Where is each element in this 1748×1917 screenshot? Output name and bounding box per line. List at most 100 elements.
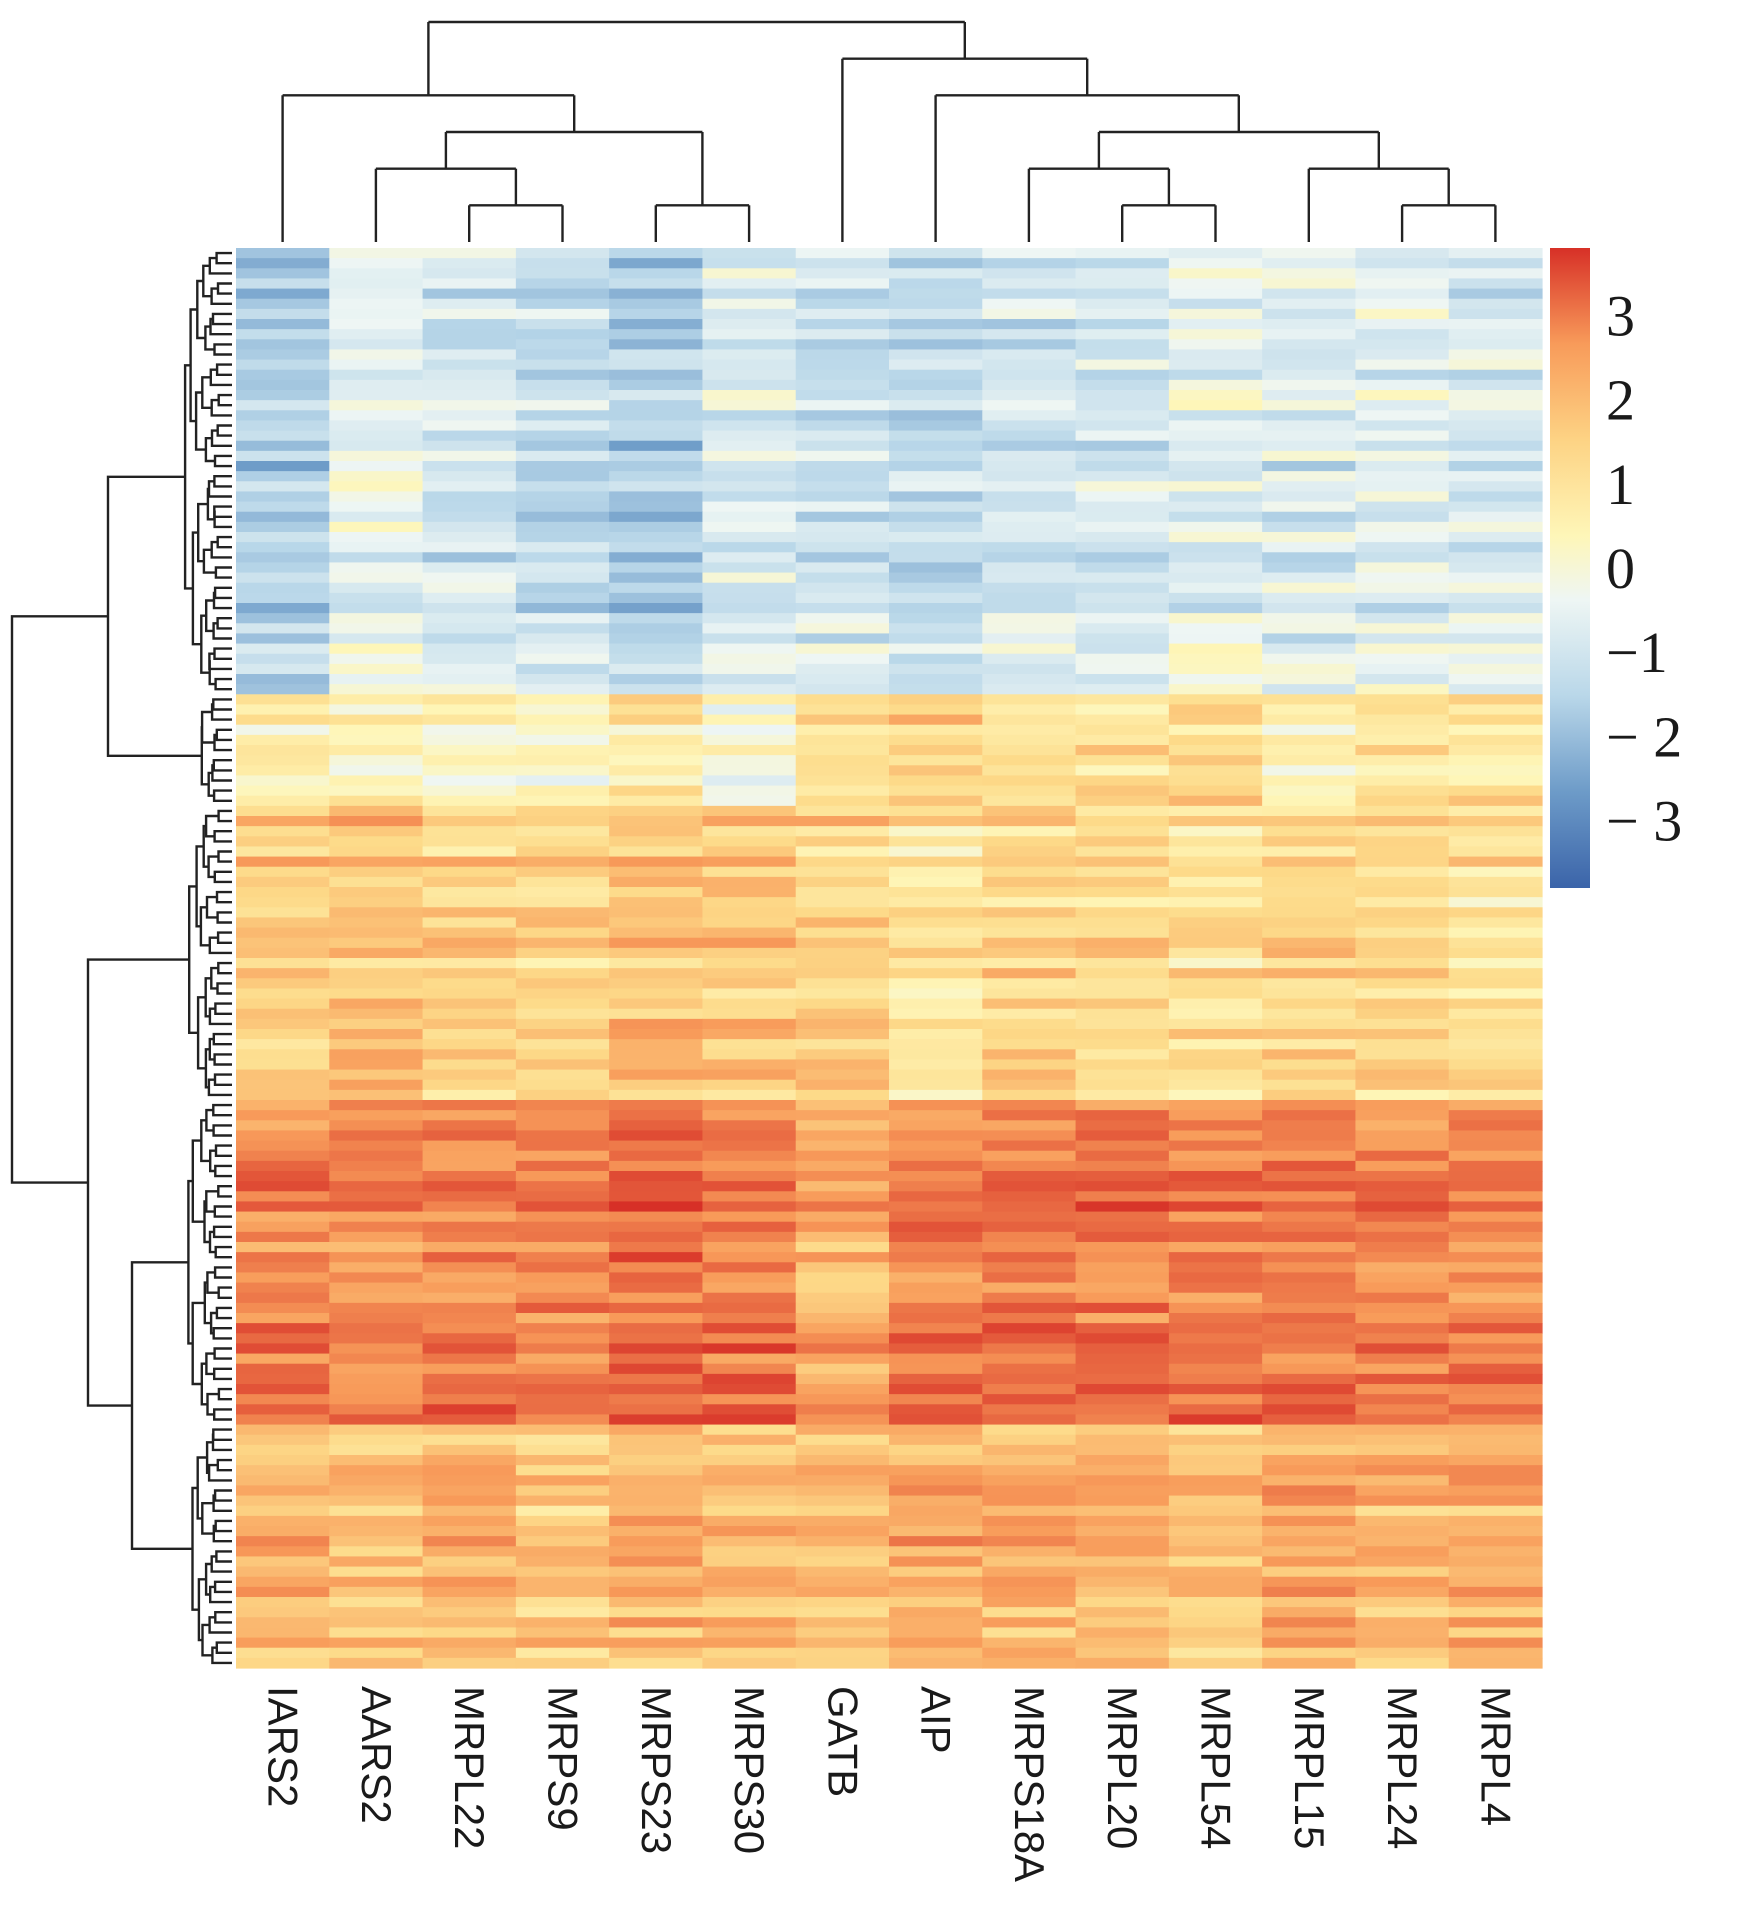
- heatmap-cell: [982, 1282, 1077, 1294]
- heatmap-cell: [1168, 1039, 1263, 1050]
- heatmap-cell: [329, 978, 424, 990]
- heatmap-cell: [609, 988, 704, 1000]
- heatmap-cell: [702, 562, 797, 574]
- heatmap-cell: [236, 1343, 330, 1355]
- heatmap-cell: [1168, 846, 1263, 858]
- heatmap-cell: [422, 1373, 517, 1385]
- dendrogram-branch: [207, 1463, 232, 1482]
- heatmap-cell: [1168, 1231, 1263, 1243]
- heatmap-cell: [795, 1586, 890, 1598]
- heatmap-cell: [1262, 937, 1357, 949]
- heatmap-cell: [889, 1130, 983, 1142]
- heatmap-cell: [1262, 1201, 1357, 1213]
- heatmap-cell: [1448, 1130, 1543, 1142]
- heatmap-cell: [1448, 724, 1543, 736]
- heatmap-cell: [609, 1313, 704, 1324]
- heatmap-cell: [795, 1404, 890, 1416]
- dendrogram-branch: [215, 251, 232, 265]
- heatmap-cell: [1262, 1424, 1357, 1436]
- heatmap-cell: [982, 461, 1077, 472]
- heatmap-cell: [1075, 1089, 1170, 1101]
- heatmap-cell: [1168, 450, 1263, 462]
- heatmap-cell: [1168, 1100, 1263, 1111]
- heatmap-cell: [889, 1333, 983, 1345]
- dendrogram-branch: [212, 1494, 232, 1512]
- heatmap-cell: [1262, 1353, 1357, 1365]
- heatmap-cell: [1262, 998, 1357, 1010]
- dendrogram-branch: [201, 1623, 213, 1657]
- heatmap-cell: [795, 907, 890, 919]
- heatmap-cell: [422, 1242, 517, 1253]
- heatmap-cell: [329, 775, 424, 787]
- heatmap-cell: [1075, 1515, 1170, 1527]
- heatmap-cell: [1168, 1089, 1263, 1101]
- heatmap-cell: [889, 755, 983, 766]
- heatmap-cell: [236, 572, 330, 584]
- heatmap-cell: [515, 633, 610, 645]
- heatmap-cell: [1355, 582, 1450, 594]
- heatmap-cell: [1168, 1373, 1263, 1385]
- heatmap-cell: [889, 1211, 983, 1223]
- heatmap-cell: [1262, 1647, 1357, 1659]
- heatmap-cell: [329, 1444, 424, 1456]
- heatmap-cell: [982, 1039, 1077, 1050]
- heatmap-cell: [1355, 1160, 1450, 1172]
- heatmap-cell: [982, 1526, 1077, 1537]
- heatmap-cell: [1168, 1333, 1263, 1345]
- heatmap-cell: [795, 917, 890, 929]
- heatmap-cell: [1168, 1566, 1263, 1578]
- heatmap-cell: [329, 998, 424, 1010]
- heatmap-cell: [1168, 826, 1263, 837]
- heatmap-cell: [609, 1252, 704, 1263]
- heatmap-cell: [702, 866, 797, 878]
- heatmap-cell: [795, 258, 890, 269]
- heatmap-cell: [1075, 1262, 1170, 1274]
- heatmap-cell: [702, 653, 797, 665]
- heatmap-cell: [236, 653, 330, 665]
- heatmap-cell: [329, 1100, 424, 1111]
- heatmap-cell: [236, 501, 330, 513]
- heatmap-cell: [1075, 582, 1170, 594]
- heatmap-cell: [515, 329, 610, 340]
- heatmap-cell: [1262, 1272, 1357, 1284]
- heatmap-cell: [1075, 603, 1170, 614]
- heatmap-cell: [1355, 1627, 1450, 1639]
- heatmap-cell: [702, 319, 797, 330]
- heatmap-cell: [702, 785, 797, 797]
- heatmap-cell: [982, 1272, 1077, 1284]
- heatmap-cell: [329, 339, 424, 351]
- heatmap-cell: [795, 897, 890, 908]
- heatmap-cell: [515, 1394, 610, 1405]
- heatmap-cell: [1262, 1323, 1357, 1334]
- heatmap-cell: [1355, 1018, 1450, 1030]
- heatmap-cell: [982, 390, 1077, 401]
- heatmap-cell: [329, 491, 424, 503]
- heatmap-cell: [515, 501, 610, 513]
- heatmap-cell: [1448, 1150, 1543, 1162]
- heatmap-cell: [609, 856, 704, 868]
- heatmap-cell: [236, 288, 330, 300]
- dendrogram-branch: [213, 1347, 232, 1360]
- heatmap-cell: [1448, 927, 1543, 939]
- heatmap-cell: [1168, 1079, 1263, 1091]
- heatmap-cell: [1355, 1100, 1450, 1111]
- heatmap-cell: [609, 319, 704, 330]
- heatmap-cell: [1262, 1414, 1357, 1426]
- heatmap-cell: [515, 1637, 610, 1649]
- heatmap-cell: [702, 410, 797, 422]
- heatmap-cell: [982, 1505, 1077, 1517]
- heatmap-cell: [982, 1637, 1077, 1649]
- heatmap-cell: [515, 887, 610, 898]
- heatmap-cell: [515, 1221, 610, 1233]
- heatmap-cell: [1355, 1384, 1450, 1395]
- heatmap-cell: [1262, 1465, 1357, 1476]
- heatmap-cell: [1168, 1069, 1263, 1081]
- heatmap-cell: [1355, 1313, 1450, 1324]
- heatmap-cell: [982, 248, 1077, 259]
- dendrogram-branch: [217, 393, 232, 407]
- heatmap-cell: [1355, 1089, 1450, 1101]
- heatmap-cell: [515, 1313, 610, 1324]
- column-label: AIP: [913, 1686, 960, 1754]
- heatmap-cell: [236, 785, 330, 797]
- heatmap-cell: [422, 552, 517, 564]
